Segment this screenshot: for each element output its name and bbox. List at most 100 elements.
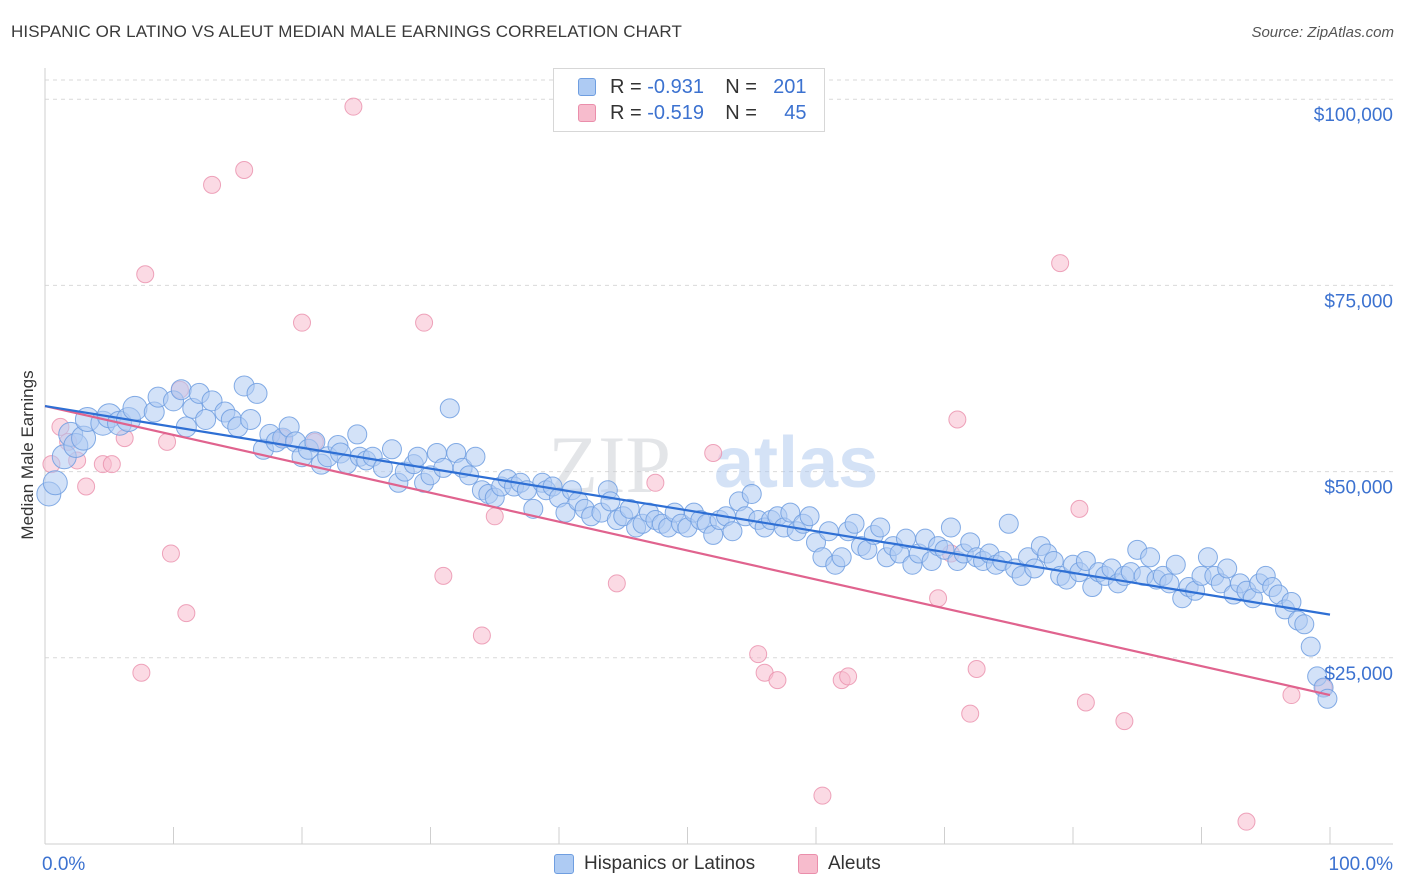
y-tick-label: $100,000 <box>1314 105 1393 126</box>
aleut-point <box>102 455 121 474</box>
chart-title: HISPANIC OR LATINO VS ALEUT MEDIAN MALE … <box>11 22 682 41</box>
hispanic-point <box>407 446 428 467</box>
aleut-point <box>434 566 453 585</box>
hispanic-point <box>433 457 454 478</box>
bottom-legend-hispanic: Hispanics or Latinos <box>554 852 755 876</box>
hispanic-point <box>998 513 1019 534</box>
aleut-point <box>235 160 254 179</box>
hispanic-point <box>722 521 743 542</box>
x-tick-label-end: 100.0% <box>1329 854 1394 875</box>
hispanic-point <box>523 498 544 519</box>
hispanic-point <box>619 498 640 519</box>
hispanic-point <box>799 506 820 527</box>
legend-n-label: N = <box>725 75 757 98</box>
hispanic-point <box>240 408 262 430</box>
aleut-point <box>813 786 832 805</box>
correlation-legend: R = -0.931 N = 201 R = -0.519 N = 45 <box>553 68 825 132</box>
aleut-point <box>132 663 151 682</box>
aleut-point <box>472 626 491 645</box>
y-axis-label: Median Male Earnings <box>18 370 37 539</box>
aleut-point <box>948 410 967 429</box>
hispanic-point <box>780 502 801 523</box>
hispanic-point <box>1165 554 1186 575</box>
hispanic-point <box>347 424 368 445</box>
hispanic-point <box>940 517 961 538</box>
y-tick-labels: $25,000 $50,000 $75,000 $100,000 <box>1314 105 1393 685</box>
hispanic-point <box>439 398 460 419</box>
aleut-point <box>1115 712 1134 731</box>
legend-n-value: 201 <box>773 75 807 98</box>
bottom-legend-swatch-aleut <box>798 854 818 874</box>
bottom-legend-aleut: Aleuts <box>798 852 881 876</box>
aleut-point <box>1282 686 1301 705</box>
hispanic-point <box>304 431 326 453</box>
aleut-point <box>1237 812 1256 831</box>
hispanic-point <box>195 408 217 430</box>
bottom-legend-swatch-hispanic <box>554 854 574 874</box>
source-label: Source: ZipAtlas.com <box>1251 24 1394 41</box>
aleut-point <box>1076 693 1095 712</box>
aleut-point <box>967 659 986 678</box>
y-tick-label: $50,000 <box>1324 478 1393 499</box>
legend-r-label: R = <box>610 101 642 124</box>
legend-row-aleut: R = -0.519 N = 45 <box>578 100 807 126</box>
hispanic-point <box>600 491 621 512</box>
watermark-atlas: atlas <box>714 423 878 503</box>
aleut-points <box>42 97 1333 831</box>
aleut-trend-line <box>44 405 1331 697</box>
hispanic-point <box>170 379 192 401</box>
hispanic-point <box>246 382 268 404</box>
trend-lines <box>44 404 1331 697</box>
aleut-point <box>768 671 787 690</box>
hispanic-trend-line <box>44 404 1331 616</box>
legend-swatch-hispanic <box>578 78 596 96</box>
aleut-point <box>1070 499 1089 518</box>
hispanic-point <box>1300 636 1321 657</box>
y-tick-label: $25,000 <box>1324 664 1393 685</box>
hispanic-point <box>870 517 891 538</box>
aleut-point <box>77 477 96 496</box>
aleut-point <box>704 444 723 462</box>
aleut-point <box>929 589 948 608</box>
hispanic-point <box>42 470 68 496</box>
hispanic-point <box>1197 547 1218 568</box>
aleut-point <box>177 604 196 623</box>
aleut-point <box>161 544 180 563</box>
bottom-legend-label-hispanic: Hispanics or Latinos <box>584 853 756 874</box>
aleut-point <box>415 313 434 332</box>
bottom-legend-label-aleut: Aleuts <box>828 853 881 874</box>
y-tick-label: $75,000 <box>1324 291 1393 312</box>
aleut-point <box>136 265 155 284</box>
hispanic-point <box>1217 558 1238 579</box>
hispanic-point <box>844 513 865 534</box>
axes <box>44 68 1393 845</box>
aleut-point <box>646 473 665 492</box>
aleut-point <box>749 645 768 664</box>
legend-n-value: 45 <box>784 101 807 124</box>
hispanic-point <box>741 483 762 504</box>
aleut-point <box>203 175 222 194</box>
hispanic-point <box>1140 547 1161 568</box>
legend-r-value: -0.519 <box>647 101 704 124</box>
hispanic-point <box>122 395 148 421</box>
x-tick-labels: 0.0% 100.0% <box>42 854 1393 875</box>
legend-n-label: N = <box>725 101 757 124</box>
hispanic-point <box>465 446 486 467</box>
hispanic-points <box>36 375 1338 709</box>
hispanic-point <box>1075 550 1096 571</box>
aleut-point <box>607 574 626 593</box>
legend-r-label: R = <box>610 75 642 98</box>
x-tick-label-start: 0.0% <box>42 854 85 875</box>
aleut-point <box>344 97 363 116</box>
aleut-point <box>485 507 504 526</box>
hispanic-point <box>831 547 852 568</box>
legend-row-hispanic: R = -0.931 N = 201 <box>578 74 807 100</box>
legend-r-value: -0.931 <box>647 75 704 98</box>
hispanic-point <box>1294 614 1315 635</box>
aleut-point <box>1051 254 1070 273</box>
hispanic-point <box>381 439 402 460</box>
aleut-point <box>839 667 858 686</box>
hispanic-point <box>372 457 393 478</box>
legend-swatch-aleut <box>578 104 596 122</box>
